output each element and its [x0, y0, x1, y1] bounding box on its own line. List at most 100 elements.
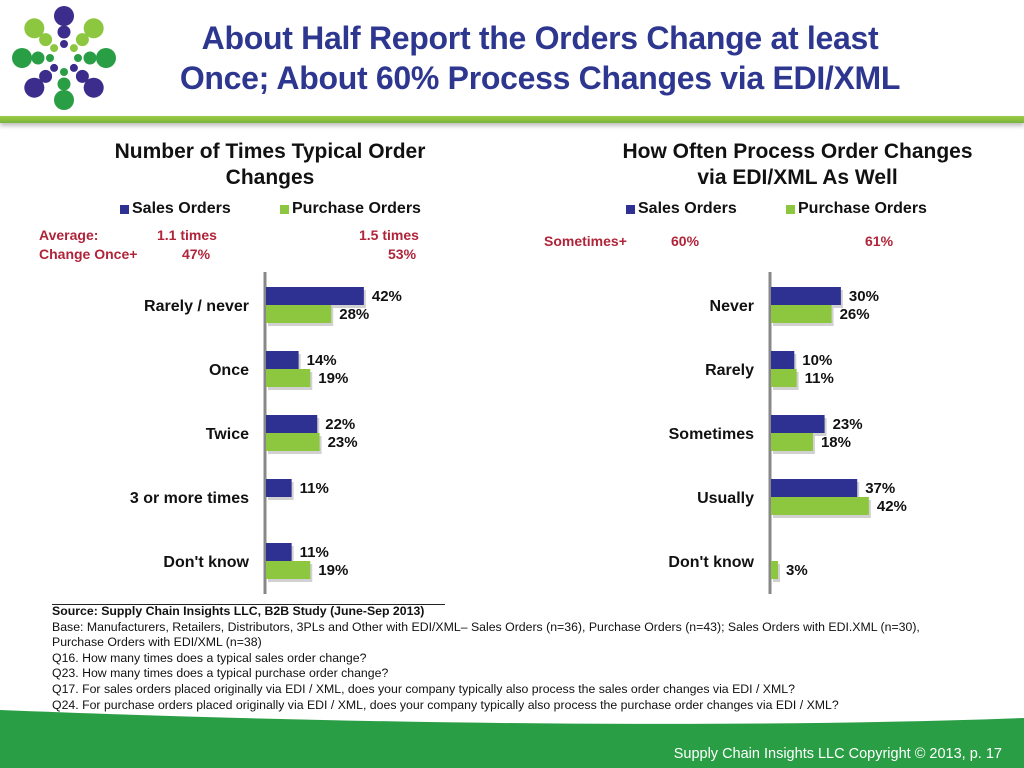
legend-swatch-purchase	[786, 204, 795, 214]
sometimes-plus-purchase: 61%	[865, 233, 894, 249]
data-label: 42%	[877, 498, 907, 515]
sometimes-plus-sales: 60%	[671, 233, 700, 249]
category-label: Never	[710, 298, 754, 315]
logo-dot	[83, 51, 97, 65]
logo-dot	[24, 77, 45, 98]
legend-swatch-sales	[120, 204, 129, 214]
logo-dot	[75, 33, 89, 47]
data-label: 30%	[849, 288, 879, 305]
logo-dot	[75, 69, 89, 83]
bar-purchase-orders	[771, 369, 797, 387]
bar-purchase-orders	[771, 305, 832, 323]
right-chart-title-line-1: How Often Process Order Changes	[622, 140, 973, 163]
bar-purchase-orders	[771, 433, 813, 451]
bar-sales-orders	[771, 479, 858, 497]
average-purchase: 1.5 times	[359, 227, 419, 243]
data-label: 37%	[865, 480, 895, 497]
left-chart-title-line-2: Changes	[225, 166, 315, 189]
right-legend: Sales Orders	[626, 200, 737, 218]
base-note-line-1: Base: Manufacturers, Retailers, Distribu…	[52, 619, 920, 634]
bar-sales-orders	[771, 351, 795, 369]
bar-purchase-orders	[266, 433, 320, 451]
logo-dot	[74, 54, 82, 62]
category-label: Don't know	[668, 554, 754, 571]
question-q16: Q16. How many times does a typical sales…	[52, 650, 367, 665]
logo-dot	[54, 90, 74, 110]
bar-sales-orders	[266, 479, 292, 497]
data-label: 11%	[805, 370, 834, 387]
logo-dot	[39, 69, 53, 83]
logo-dot	[60, 68, 68, 76]
logo-dot	[39, 33, 53, 47]
category-label: 3 or more times	[130, 490, 249, 507]
logo-dot	[83, 77, 104, 98]
logo-dot	[57, 77, 71, 91]
category-label: Once	[209, 362, 249, 379]
data-label: 10%	[802, 352, 832, 369]
bar-purchase-orders	[266, 561, 311, 579]
logo-dot	[24, 18, 45, 39]
logo-dot	[60, 40, 68, 48]
left-chart-title-line-1: Number of Times Typical Order	[114, 140, 426, 163]
logo-dot	[57, 25, 71, 39]
footnote-divider	[52, 604, 445, 605]
logo-dot	[69, 44, 78, 53]
category-label: Rarely / never	[144, 298, 249, 315]
base-note-line-2: Purchase Orders with EDI/XML (n=38)	[52, 635, 262, 650]
legend-swatch-sales	[626, 204, 635, 214]
category-label: Twice	[206, 426, 249, 443]
bar-purchase-orders	[266, 369, 311, 387]
data-label: 26%	[840, 306, 870, 323]
data-label: 28%	[339, 306, 369, 323]
logo-dot	[54, 6, 74, 26]
footnotes: Source: Supply Chain Insights LLC, B2B S…	[52, 604, 1012, 713]
data-label: 18%	[821, 434, 851, 451]
footer-band	[0, 710, 1024, 768]
sometimes-plus-label: Sometimes+	[544, 233, 627, 249]
bar-purchase-orders	[266, 305, 332, 323]
dot-burst-logo-icon	[12, 6, 116, 110]
source-note: Source: Supply Chain Insights LLC, B2B S…	[52, 604, 425, 618]
slide-title-line-2: Once; About 60% Process Changes via EDI/…	[179, 60, 901, 96]
left-bar-chart: Rarely / never42%28%Once14%19%Twice22%23…	[130, 272, 402, 594]
category-label: Sometimes	[669, 426, 754, 443]
legend-label-purchase: Purchase Orders	[798, 200, 927, 217]
logo-dot	[96, 48, 116, 68]
logo-dot	[12, 48, 32, 68]
bar-sales-orders	[266, 287, 364, 305]
data-label: 19%	[318, 370, 348, 387]
bar-purchase-orders	[771, 561, 778, 579]
data-label: 11%	[300, 544, 329, 561]
data-label: 11%	[300, 480, 329, 497]
copyright-notice: Supply Chain Insights LLC Copyright © 20…	[673, 746, 1002, 762]
question-q23: Q23. How many times does a typical purch…	[52, 666, 389, 681]
category-label: Rarely	[705, 362, 754, 379]
logo-dot	[50, 63, 59, 72]
legend-label-purchase: Purchase Orders	[292, 200, 421, 217]
average-sales: 1.1 times	[157, 227, 217, 243]
logo-dot	[31, 51, 45, 65]
slide-title: About Half Report the Orders Change at l…	[120, 18, 960, 98]
left-chart-title: Number of Times Typical Order Changes	[70, 139, 470, 191]
right-legend-purchase: Purchase Orders	[786, 200, 927, 218]
legend-label-sales: Sales Orders	[638, 200, 737, 217]
logo-dot	[83, 18, 104, 39]
logo-dot	[46, 54, 54, 62]
data-label: 3%	[786, 562, 808, 579]
average-label: Average:	[39, 227, 99, 243]
bar-sales-orders	[266, 415, 318, 433]
logo-dot	[50, 44, 59, 53]
question-q17: Q17. For sales orders placed originally …	[52, 681, 795, 696]
right-chart-title-line-2: via EDI/XML As Well	[697, 166, 898, 189]
change-once-sales: 47%	[182, 246, 211, 262]
data-label: 22%	[325, 416, 355, 433]
left-legend: Sales Orders	[120, 200, 231, 218]
bar-sales-orders	[266, 351, 299, 369]
change-once-purchase: 53%	[388, 246, 417, 262]
right-chart-title: How Often Process Order Changes via EDI/…	[585, 139, 1010, 191]
legend-label-sales: Sales Orders	[132, 200, 231, 217]
legend-swatch-purchase	[280, 204, 289, 214]
data-label: 23%	[833, 416, 863, 433]
bar-sales-orders	[266, 543, 292, 561]
data-label: 23%	[328, 434, 358, 451]
